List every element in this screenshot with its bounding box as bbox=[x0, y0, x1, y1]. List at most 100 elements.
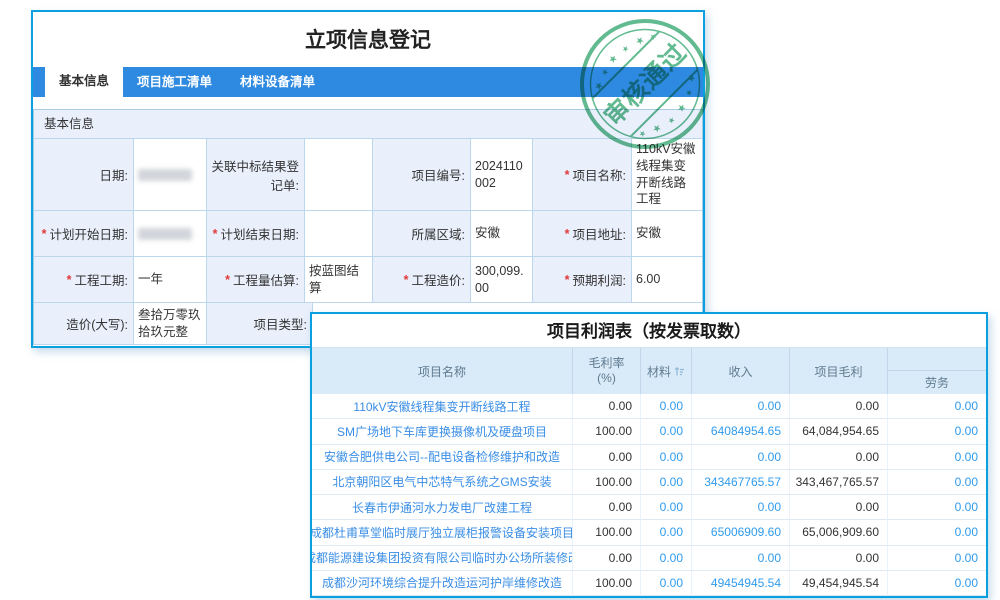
required-asterisk: * bbox=[564, 272, 570, 287]
labor-value: 0.00 bbox=[888, 520, 986, 546]
labor-value: 0.00 bbox=[888, 445, 986, 470]
material-value: 0.00 bbox=[641, 520, 692, 546]
income-value: 65006909.60 bbox=[692, 520, 790, 546]
field-value[interactable]: 安徽 bbox=[632, 211, 702, 257]
material-value: 0.00 bbox=[641, 570, 692, 596]
header-gross-margin: 毛利率(%) bbox=[573, 348, 641, 394]
redacted-value bbox=[138, 168, 192, 181]
profit-table-header: 项目名称 毛利率(%) 材料 收入 项目毛利 劳务 bbox=[312, 348, 986, 394]
gross-profit-value: 64,084,954.65 bbox=[790, 419, 888, 445]
labor-value: 0.00 bbox=[888, 495, 986, 521]
gross-margin-value: 0.00 bbox=[573, 394, 641, 420]
field-value[interactable]: 110kV安徽线程集变开断线路工程 bbox=[632, 139, 702, 211]
field-label: * 工程工期: bbox=[34, 257, 134, 303]
labor-value: 0.00 bbox=[888, 571, 986, 596]
labor-value: 0.00 bbox=[888, 394, 986, 420]
income-value: 343467765.57 bbox=[692, 469, 790, 495]
profit-table-panel: 项目利润表（按发票取数） 项目名称 毛利率(%) 材料 收入 项目毛利 劳务 1… bbox=[310, 312, 988, 598]
project-link[interactable]: 110kV安徽线程集变开断线路工程 bbox=[312, 394, 573, 420]
gross-margin-value: 100.00 bbox=[573, 520, 641, 546]
material-value: 0.00 bbox=[641, 394, 692, 420]
required-asterisk: * bbox=[403, 272, 409, 287]
field-value[interactable] bbox=[134, 211, 207, 257]
tab-bar: 基本信息 项目施工清单 材料设备清单 bbox=[33, 64, 703, 97]
labor-value: 0.00 bbox=[888, 546, 986, 571]
labor-value: 0.00 bbox=[888, 470, 986, 495]
field-label: 关联中标结果登记单: bbox=[207, 139, 305, 211]
field-value[interactable]: 6.00 bbox=[632, 257, 702, 303]
gross-margin-value: 0.00 bbox=[573, 545, 641, 571]
field-value[interactable] bbox=[305, 139, 373, 211]
field-label: 所属区域: bbox=[373, 211, 471, 257]
sort-icon[interactable] bbox=[674, 366, 685, 377]
gross-profit-value: 49,454,945.54 bbox=[790, 570, 888, 596]
material-value: 0.00 bbox=[641, 469, 692, 495]
project-link[interactable]: 成都沙河环境综合提升改造运河护岸维修改造 bbox=[312, 570, 573, 596]
field-label: * 预期利润: bbox=[533, 257, 632, 303]
field-value[interactable]: 叁拾万零玖拾玖元整 bbox=[134, 303, 207, 345]
gross-profit-value: 0.00 bbox=[790, 495, 888, 521]
material-value: 0.00 bbox=[641, 419, 692, 445]
required-asterisk: * bbox=[66, 272, 72, 287]
project-link[interactable]: 成都能源建设集团投资有限公司临时办公场所装修改 bbox=[312, 545, 573, 571]
required-asterisk: * bbox=[564, 226, 570, 241]
gross-margin-value: 100.00 bbox=[573, 419, 641, 445]
field-label: * 工程量估算: bbox=[207, 257, 305, 303]
project-link[interactable]: 北京朝阳区电气中芯特气系统之GMS安装 bbox=[312, 469, 573, 495]
gross-margin-value: 0.00 bbox=[573, 444, 641, 470]
income-value: 0.00 bbox=[692, 495, 790, 521]
section-title: 基本信息 bbox=[34, 110, 702, 139]
field-label: * 计划开始日期: bbox=[34, 211, 134, 257]
gross-profit-value: 0.00 bbox=[790, 394, 888, 420]
income-value: 49454945.54 bbox=[692, 570, 790, 596]
header-labor: 劳务 bbox=[924, 376, 949, 390]
field-value[interactable] bbox=[305, 211, 373, 257]
field-label: 项目类型: bbox=[207, 303, 313, 345]
form-grid: 日期: 关联中标结果登记单: 项目编号: 2024110002 * 项目名称: 110kV安… bbox=[34, 139, 702, 345]
gross-profit-value: 343,467,765.57 bbox=[790, 469, 888, 495]
tab-2[interactable]: 项目施工清单 bbox=[137, 75, 213, 89]
redacted-value bbox=[138, 227, 192, 240]
page-title: 立项信息登记 bbox=[305, 29, 431, 52]
form-row: 日期: 关联中标结果登记单: 项目编号: 2024110002 * 项目名称: 110kV安… bbox=[34, 139, 702, 211]
field-value[interactable] bbox=[134, 139, 207, 211]
field-value[interactable]: 2024110002 bbox=[471, 139, 533, 211]
field-value[interactable]: 按蓝图结算 bbox=[305, 257, 373, 303]
header-gross-profit: 项目毛利 bbox=[790, 348, 888, 394]
profit-table-title: 项目利润表（按发票取数） bbox=[312, 314, 986, 348]
required-asterisk: * bbox=[212, 226, 218, 241]
header-material[interactable]: 材料 bbox=[641, 348, 692, 394]
required-asterisk: * bbox=[564, 167, 570, 182]
project-link[interactable]: 安徽合肥供电公司--配电设备检修维护和改造 bbox=[312, 444, 573, 470]
field-value[interactable]: 300,099.00 bbox=[471, 257, 533, 303]
gross-profit-value: 0.00 bbox=[790, 545, 888, 571]
income-value: 0.00 bbox=[692, 444, 790, 470]
gross-profit-value: 0.00 bbox=[790, 444, 888, 470]
gross-margin-value: 100.00 bbox=[573, 469, 641, 495]
project-link[interactable]: 成都杜甫草堂临时展厅独立展柜报警设备安装项目 bbox=[312, 520, 573, 546]
header-group-empty bbox=[888, 348, 986, 371]
project-link[interactable]: 长春市伊通河水力发电厂改建工程 bbox=[312, 495, 573, 521]
material-value: 0.00 bbox=[641, 444, 692, 470]
tab-1[interactable]: 基本信息 bbox=[45, 64, 124, 97]
field-label: * 工程造价: bbox=[373, 257, 471, 303]
project-link[interactable]: SM广场地下车库更换摄像机及硬盘项目 bbox=[312, 419, 573, 445]
income-value: 0.00 bbox=[692, 545, 790, 571]
required-asterisk: * bbox=[225, 272, 231, 287]
form-row: * 工程工期: 一年 * 工程量估算: 按蓝图结算 * 工程造价: 300,099.00 * 预期利… bbox=[34, 257, 702, 303]
gross-profit-value: 65,006,909.60 bbox=[790, 520, 888, 546]
material-value: 0.00 bbox=[641, 495, 692, 521]
basic-info-form: 基本信息 日期: 关联中标结果登记单: 项目编号: 2024110002 * 项目名称: 1… bbox=[33, 109, 703, 345]
tab-3[interactable]: 材料设备清单 bbox=[240, 75, 316, 89]
gross-margin-value: 0.00 bbox=[573, 495, 641, 521]
field-label: * 项目名称: bbox=[533, 139, 632, 211]
income-value: 64084954.65 bbox=[692, 419, 790, 445]
field-label: * 计划结束日期: bbox=[207, 211, 305, 257]
header-income: 收入 bbox=[692, 348, 790, 394]
field-value[interactable]: 一年 bbox=[134, 257, 207, 303]
field-value[interactable]: 安徽 bbox=[471, 211, 533, 257]
project-registration-panel: 立项信息登记 基本信息 项目施工清单 材料设备清单 基本信息 日期: 关联中标结果登记… bbox=[31, 10, 705, 348]
profit-table-body: 110kV安徽线程集变开断线路工程 0.00 0.00 0.00 0.00 0.00 SM广… bbox=[312, 394, 986, 596]
required-asterisk: * bbox=[41, 226, 47, 241]
